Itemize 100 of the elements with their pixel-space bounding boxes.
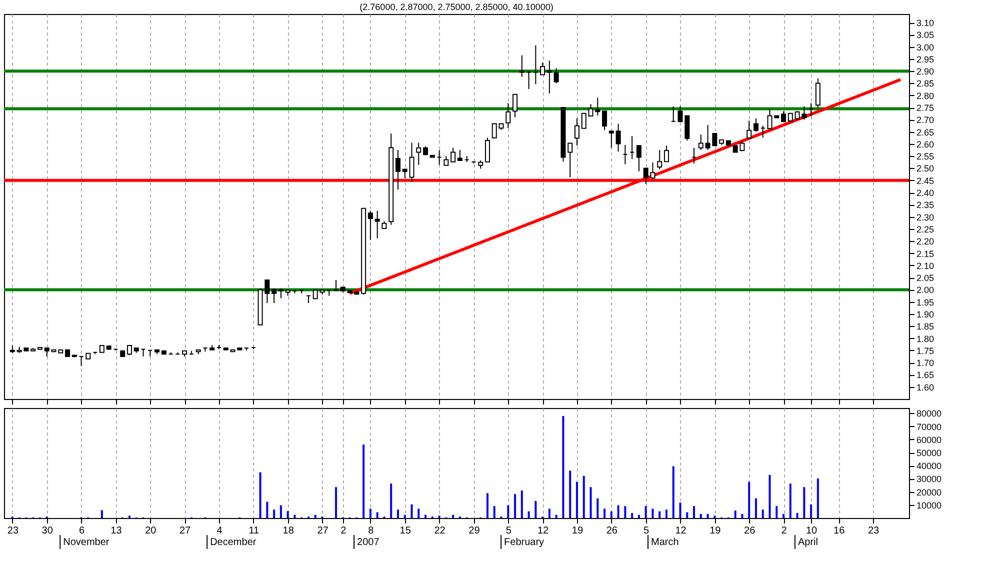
candlestick: [753, 118, 758, 132]
y-tick-label: 40000: [916, 461, 942, 472]
bar: [314, 514, 316, 518]
y-tick-label: 1.85: [916, 322, 934, 332]
y-tick-label: 2.90: [916, 66, 934, 77]
x-tick-label: 23: [7, 526, 19, 536]
text: 2007: [357, 537, 380, 548]
bar: [754, 498, 757, 518]
bar: [782, 514, 785, 518]
candlestick: [540, 62, 546, 76]
candlestick: [457, 150, 462, 161]
bar: [390, 484, 392, 518]
y-tick-label: 10000: [916, 500, 942, 510]
x-tick-label: 27: [317, 526, 329, 536]
y-tick-label: 2.95: [916, 54, 934, 64]
y-tick-label: 2.65: [916, 127, 934, 138]
x-tick-label: 16: [834, 526, 846, 536]
bar: [706, 514, 709, 518]
candlestick: [657, 150, 662, 170]
chart-title: (2.76000, 2.87000, 2.75000, 2.85000, 40.10000): [360, 2, 554, 12]
y-tick-label: 2.05: [916, 273, 934, 284]
bar: [493, 506, 496, 518]
candlestick: [416, 142, 422, 166]
candlestick: [608, 130, 614, 148]
bar: [816, 478, 819, 518]
x-tick-label: 5: [644, 526, 650, 536]
y-tick-label: 3.00: [916, 42, 934, 52]
x-tick-label: 23: [868, 526, 880, 536]
x-tick-label: 27: [179, 526, 192, 536]
candlestick: [450, 147, 456, 162]
y-tick-label: 1.75: [916, 346, 934, 356]
bar: [638, 514, 640, 518]
bar: [624, 506, 626, 518]
candlestick: [278, 288, 284, 299]
candlestick: [395, 150, 400, 190]
candlestick: [334, 279, 339, 292]
y-tick-label: 2.50: [916, 164, 934, 174]
candlestick: [506, 102, 511, 129]
text: April: [798, 537, 818, 548]
x-tick-label: 12: [537, 526, 550, 536]
bar: [286, 511, 289, 518]
y-tick-label: 30000: [916, 474, 942, 484]
bar: [596, 498, 599, 518]
bar: [259, 472, 262, 518]
bar: [369, 508, 372, 518]
y-tick-label: 3.05: [916, 30, 934, 40]
y-tick-label: 70000: [916, 422, 942, 432]
bar: [569, 470, 572, 518]
bar: [396, 510, 399, 518]
bar: [803, 487, 806, 518]
candlestick: [568, 142, 573, 178]
bar: [362, 444, 365, 518]
candlestick: [444, 156, 449, 166]
bar: [294, 514, 296, 518]
bar: [762, 510, 764, 518]
y-tick-label: 1.60: [916, 382, 934, 392]
bar: [665, 510, 668, 518]
bar: [700, 514, 702, 518]
x-tick-label: 18: [282, 526, 294, 536]
bar: [266, 502, 268, 518]
bar: [452, 514, 454, 518]
x-tick-label: 10: [806, 526, 818, 536]
bar: [686, 512, 688, 518]
candlestick: [616, 123, 621, 152]
bar: [555, 514, 558, 518]
bar: [644, 506, 647, 518]
x-tick-label: 19: [710, 526, 722, 536]
bar: [741, 514, 744, 518]
y-tick-label: 1.90: [916, 309, 934, 320]
bar: [520, 490, 523, 518]
candlestick: [636, 145, 642, 172]
x-tick-label: 12: [675, 526, 687, 536]
candlestick: [815, 78, 820, 108]
x-tick-label: 26: [606, 526, 618, 536]
y-tick-label: 2.35: [916, 200, 934, 210]
y-tick-label: 2.15: [916, 248, 934, 259]
y-tick-label: 1.80: [916, 334, 934, 344]
y-tick-label: 2.85: [916, 78, 934, 89]
bar: [100, 510, 103, 518]
x-tick-label: 13: [110, 526, 122, 536]
text: December: [210, 537, 257, 548]
candlestick: [272, 288, 277, 304]
x-tick-label: 2: [340, 526, 347, 536]
bar: [418, 508, 420, 518]
bar: [776, 506, 778, 518]
y-tick-label: 2.75: [916, 103, 934, 114]
bar: [679, 502, 682, 518]
y-tick-label: 2.00: [916, 285, 934, 296]
bar: [610, 511, 612, 518]
x-tick-label: 5: [506, 526, 512, 536]
bar: [768, 474, 771, 518]
x-tick-label: 15: [400, 526, 412, 536]
candlestick: [519, 54, 524, 78]
bar: [582, 476, 585, 518]
candlestick: [374, 210, 380, 239]
x-tick-label: 11: [248, 526, 260, 536]
bar: [410, 504, 413, 518]
candlestick: [574, 118, 580, 146]
y-tick-label: 2.10: [916, 260, 934, 271]
candlestick: [492, 123, 497, 138]
